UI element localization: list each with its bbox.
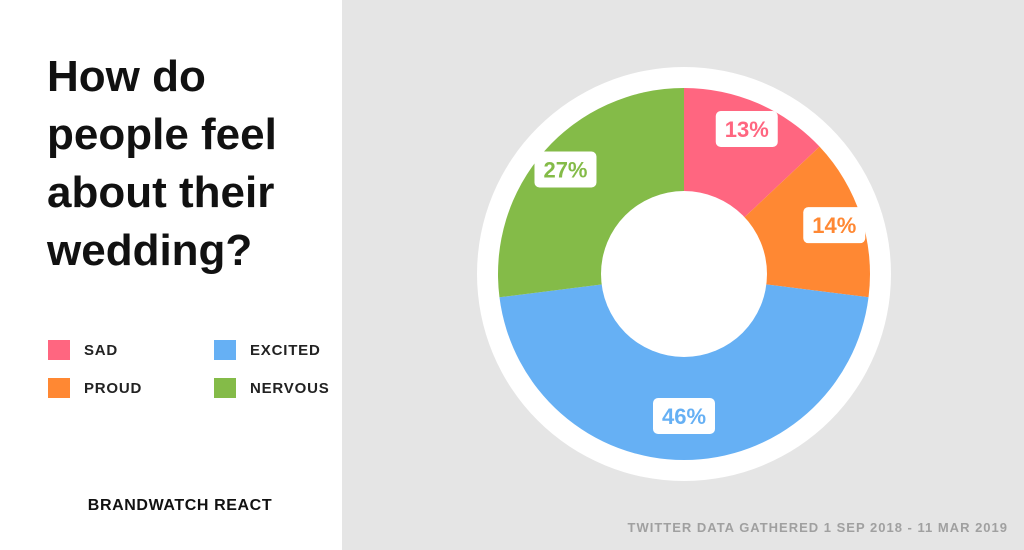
donut-chart: 13% 14% 46% 27% — [477, 67, 891, 481]
legend: SAD EXCITED PROUD NERVOUS — [48, 340, 338, 400]
value-label-box-nervous — [534, 151, 597, 188]
value-label-sad: 13% — [725, 117, 769, 142]
value-label-proud: 14% — [812, 213, 856, 238]
brand-name: BRANDWATCH REACT — [87, 497, 273, 514]
title-line-2: people feel — [47, 110, 277, 159]
legend-swatch-proud — [48, 378, 70, 398]
donut-hole — [601, 191, 767, 357]
title-line-3: about their — [47, 168, 275, 217]
legend-label-nervous: NERVOUS — [250, 379, 330, 397]
value-label-excited: 46% — [662, 404, 706, 429]
title-line-1: How do — [47, 52, 206, 101]
legend-item-proud: PROUD — [48, 378, 142, 398]
left-panel: How do people feel about their wedding? … — [0, 0, 342, 550]
data-source-note: TWITTER DATA GATHERED 1 SEP 2018 - 11 MA… — [627, 520, 1008, 535]
legend-item-excited: EXCITED — [214, 340, 321, 360]
legend-item-sad: SAD — [48, 340, 118, 360]
value-label-box-proud — [803, 207, 866, 244]
donut-value-labels: 13% 14% 46% 27% — [534, 110, 866, 434]
legend-label-excited: EXCITED — [250, 341, 321, 359]
legend-swatch-sad — [48, 340, 70, 360]
legend-label-sad: SAD — [84, 341, 119, 359]
donut-slice-excited — [499, 274, 869, 461]
legend-label-proud: PROUD — [84, 379, 143, 397]
value-label-box-excited — [653, 398, 715, 434]
legend-item-nervous: NERVOUS — [214, 378, 330, 398]
legend-swatch-excited — [214, 340, 236, 360]
chart-title: How do people feel about their wedding? — [47, 48, 337, 280]
value-label-box-sad — [715, 110, 778, 147]
value-label-nervous: 27% — [543, 158, 587, 183]
legend-swatch-nervous — [214, 378, 236, 398]
title-line-4: wedding? — [47, 226, 253, 275]
